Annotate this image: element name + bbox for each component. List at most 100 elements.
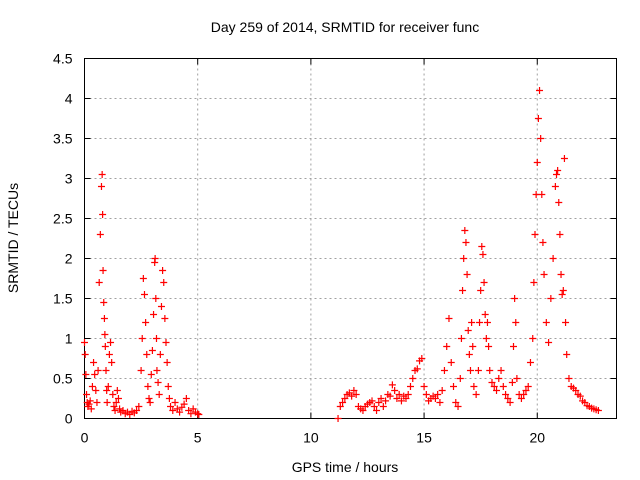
data-point <box>480 279 488 286</box>
data-point <box>336 403 344 410</box>
data-point <box>485 343 493 350</box>
data-point <box>350 387 358 394</box>
data-point <box>83 391 91 398</box>
data-point <box>420 383 428 390</box>
data-point <box>147 371 155 378</box>
grid-lines <box>84 58 617 419</box>
data-point <box>99 211 107 218</box>
data-point <box>529 335 537 342</box>
data-point <box>90 359 98 366</box>
data-point <box>474 367 482 374</box>
data-point <box>87 405 95 413</box>
chart-title: Day 259 of 2014, SRMTID for receiver fun… <box>211 19 479 35</box>
data-point <box>531 231 539 238</box>
data-point <box>108 359 116 366</box>
data-point <box>393 395 401 402</box>
data-point <box>339 399 347 406</box>
data-point <box>551 183 559 190</box>
data-point <box>93 399 101 406</box>
data-point <box>438 387 446 394</box>
data-point <box>388 381 396 389</box>
data-point <box>81 339 88 346</box>
data-point <box>540 271 548 278</box>
data-point <box>104 383 112 390</box>
data-point <box>554 167 562 174</box>
data-point <box>116 405 124 413</box>
data-point <box>162 339 170 346</box>
data-point <box>472 391 480 398</box>
data-point <box>542 319 550 326</box>
data-point <box>334 415 342 422</box>
data-point <box>469 343 477 350</box>
data-point <box>402 395 410 402</box>
data-point <box>482 335 490 342</box>
data-point <box>495 375 503 382</box>
data-point <box>512 319 520 326</box>
data-point <box>452 399 460 406</box>
y-tick-label: 2.5 <box>53 211 73 227</box>
data-point <box>497 367 505 374</box>
data-point <box>176 408 184 416</box>
data-point <box>524 383 532 390</box>
data-point <box>450 383 458 390</box>
data-point <box>145 395 153 402</box>
data-point <box>465 351 473 358</box>
data-point <box>94 367 102 374</box>
data-point <box>180 400 188 408</box>
data-point <box>436 399 444 406</box>
data-point <box>182 395 190 402</box>
data-point <box>457 335 465 342</box>
data-point <box>470 383 478 390</box>
data-point <box>151 255 159 262</box>
data-point <box>545 339 553 346</box>
data-point <box>555 199 563 206</box>
data-point <box>565 375 573 382</box>
y-axis-label: SRMTID / TECUs <box>5 183 21 293</box>
data-points <box>81 87 602 422</box>
data-point <box>103 387 111 394</box>
x-tick-label: 10 <box>303 430 319 446</box>
data-point <box>187 410 195 418</box>
data-point <box>459 287 467 294</box>
data-point <box>109 391 117 398</box>
data-point <box>522 387 530 394</box>
data-point <box>100 315 108 322</box>
data-point <box>157 303 165 310</box>
data-point <box>99 267 107 274</box>
data-point <box>538 191 546 198</box>
data-point <box>530 279 538 286</box>
data-point <box>97 183 105 190</box>
data-point <box>490 383 498 390</box>
plot-frame <box>84 58 617 419</box>
data-point <box>558 291 566 298</box>
y-tick-label: 3 <box>65 171 73 187</box>
data-point <box>572 387 580 394</box>
data-point <box>537 135 545 142</box>
data-point <box>506 399 514 406</box>
data-point <box>539 239 547 246</box>
data-point <box>359 407 367 414</box>
data-point <box>395 391 403 398</box>
data-point <box>547 295 555 302</box>
data-point <box>152 335 160 342</box>
data-point <box>409 375 417 382</box>
data-point <box>397 397 405 405</box>
data-point <box>443 343 451 350</box>
data-point <box>466 367 474 374</box>
data-point <box>148 347 156 354</box>
data-point <box>461 227 469 234</box>
data-point <box>563 351 571 358</box>
data-point <box>105 351 113 358</box>
data-point <box>161 315 169 322</box>
data-point <box>164 383 172 390</box>
data-point <box>476 319 484 326</box>
data-point <box>454 403 462 410</box>
data-point <box>82 371 90 378</box>
data-point <box>422 391 430 398</box>
y-tick-label: 4.5 <box>53 51 73 67</box>
data-point <box>102 367 110 374</box>
data-point <box>517 395 525 402</box>
data-point <box>95 279 103 286</box>
data-point <box>98 171 106 178</box>
data-point <box>163 359 171 366</box>
